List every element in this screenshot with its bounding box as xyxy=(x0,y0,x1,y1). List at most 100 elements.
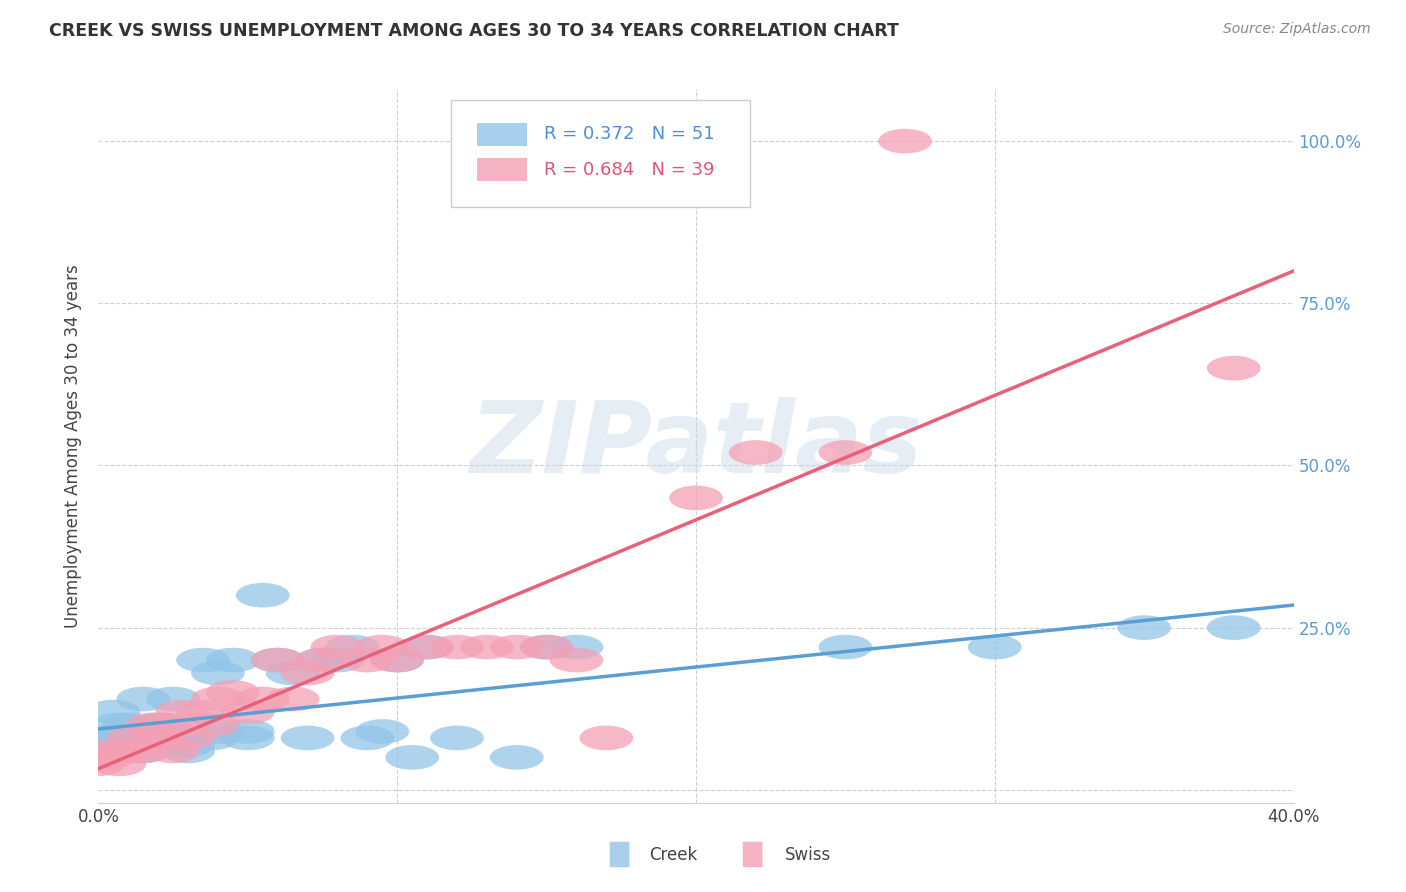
Ellipse shape xyxy=(176,699,231,724)
Ellipse shape xyxy=(879,128,932,153)
FancyBboxPatch shape xyxy=(451,100,749,207)
Ellipse shape xyxy=(221,699,274,724)
Ellipse shape xyxy=(87,725,141,750)
Ellipse shape xyxy=(370,648,425,673)
Ellipse shape xyxy=(101,739,155,764)
Ellipse shape xyxy=(107,725,162,750)
Text: Creek: Creek xyxy=(650,846,697,863)
Ellipse shape xyxy=(77,725,131,750)
Ellipse shape xyxy=(186,725,239,750)
Ellipse shape xyxy=(550,648,603,673)
Ellipse shape xyxy=(460,635,513,659)
Ellipse shape xyxy=(111,732,165,756)
Ellipse shape xyxy=(162,739,215,764)
FancyBboxPatch shape xyxy=(477,123,527,145)
Ellipse shape xyxy=(236,582,290,607)
Ellipse shape xyxy=(281,661,335,685)
Ellipse shape xyxy=(250,648,305,673)
Text: R = 0.684   N = 39: R = 0.684 N = 39 xyxy=(544,161,714,178)
Ellipse shape xyxy=(1206,356,1261,381)
Y-axis label: Unemployment Among Ages 30 to 34 years: Unemployment Among Ages 30 to 34 years xyxy=(63,264,82,628)
Ellipse shape xyxy=(131,732,186,756)
Ellipse shape xyxy=(131,725,186,750)
Ellipse shape xyxy=(101,713,155,738)
Ellipse shape xyxy=(72,752,125,776)
Ellipse shape xyxy=(818,440,872,465)
Ellipse shape xyxy=(138,713,191,738)
Ellipse shape xyxy=(295,648,350,673)
Ellipse shape xyxy=(221,719,274,744)
Ellipse shape xyxy=(176,648,231,673)
Ellipse shape xyxy=(146,725,200,750)
Ellipse shape xyxy=(117,739,170,764)
FancyBboxPatch shape xyxy=(477,159,527,181)
Ellipse shape xyxy=(117,739,170,764)
Ellipse shape xyxy=(146,739,200,764)
Ellipse shape xyxy=(1118,615,1171,640)
Ellipse shape xyxy=(101,725,155,750)
Ellipse shape xyxy=(430,635,484,659)
Text: CREEK VS SWISS UNEMPLOYMENT AMONG AGES 30 TO 34 YEARS CORRELATION CHART: CREEK VS SWISS UNEMPLOYMENT AMONG AGES 3… xyxy=(49,22,898,40)
Ellipse shape xyxy=(311,635,364,659)
Ellipse shape xyxy=(138,719,191,744)
Ellipse shape xyxy=(162,732,215,756)
Ellipse shape xyxy=(489,635,544,659)
Ellipse shape xyxy=(520,635,574,659)
Ellipse shape xyxy=(430,725,484,750)
Ellipse shape xyxy=(340,725,394,750)
Ellipse shape xyxy=(266,687,319,711)
Ellipse shape xyxy=(101,739,155,764)
Ellipse shape xyxy=(131,713,186,738)
Ellipse shape xyxy=(191,661,245,685)
Ellipse shape xyxy=(207,648,260,673)
Ellipse shape xyxy=(401,635,454,659)
Ellipse shape xyxy=(155,699,209,724)
Ellipse shape xyxy=(281,725,335,750)
Text: Source: ZipAtlas.com: Source: ZipAtlas.com xyxy=(1223,22,1371,37)
Ellipse shape xyxy=(967,635,1022,659)
Ellipse shape xyxy=(152,725,207,750)
Text: ZIPatlas: ZIPatlas xyxy=(470,398,922,494)
Ellipse shape xyxy=(87,699,141,724)
Ellipse shape xyxy=(96,732,149,756)
Ellipse shape xyxy=(356,635,409,659)
Ellipse shape xyxy=(93,713,146,738)
Ellipse shape xyxy=(401,635,454,659)
Ellipse shape xyxy=(146,687,200,711)
Ellipse shape xyxy=(1206,615,1261,640)
Ellipse shape xyxy=(266,661,319,685)
Ellipse shape xyxy=(87,739,141,764)
Ellipse shape xyxy=(356,719,409,744)
Ellipse shape xyxy=(340,648,394,673)
Ellipse shape xyxy=(728,440,783,465)
Ellipse shape xyxy=(236,687,290,711)
Ellipse shape xyxy=(326,635,380,659)
Ellipse shape xyxy=(489,745,544,770)
Text: █: █ xyxy=(609,842,628,867)
Ellipse shape xyxy=(207,681,260,705)
Ellipse shape xyxy=(125,725,179,750)
Ellipse shape xyxy=(250,648,305,673)
Ellipse shape xyxy=(669,485,723,510)
Ellipse shape xyxy=(818,635,872,659)
Text: █: █ xyxy=(742,842,762,867)
Ellipse shape xyxy=(141,732,194,756)
Ellipse shape xyxy=(311,648,364,673)
Ellipse shape xyxy=(385,745,439,770)
Ellipse shape xyxy=(221,725,274,750)
Text: Swiss: Swiss xyxy=(785,846,831,863)
Ellipse shape xyxy=(72,745,125,770)
Ellipse shape xyxy=(295,648,350,673)
Ellipse shape xyxy=(186,713,239,738)
Ellipse shape xyxy=(107,719,162,744)
Ellipse shape xyxy=(162,725,215,750)
Ellipse shape xyxy=(80,739,135,764)
Ellipse shape xyxy=(191,687,245,711)
Text: R = 0.372   N = 51: R = 0.372 N = 51 xyxy=(544,125,714,143)
Ellipse shape xyxy=(520,635,574,659)
Ellipse shape xyxy=(579,725,633,750)
Ellipse shape xyxy=(125,713,179,738)
Ellipse shape xyxy=(93,752,146,776)
Ellipse shape xyxy=(191,719,245,744)
Ellipse shape xyxy=(550,635,603,659)
